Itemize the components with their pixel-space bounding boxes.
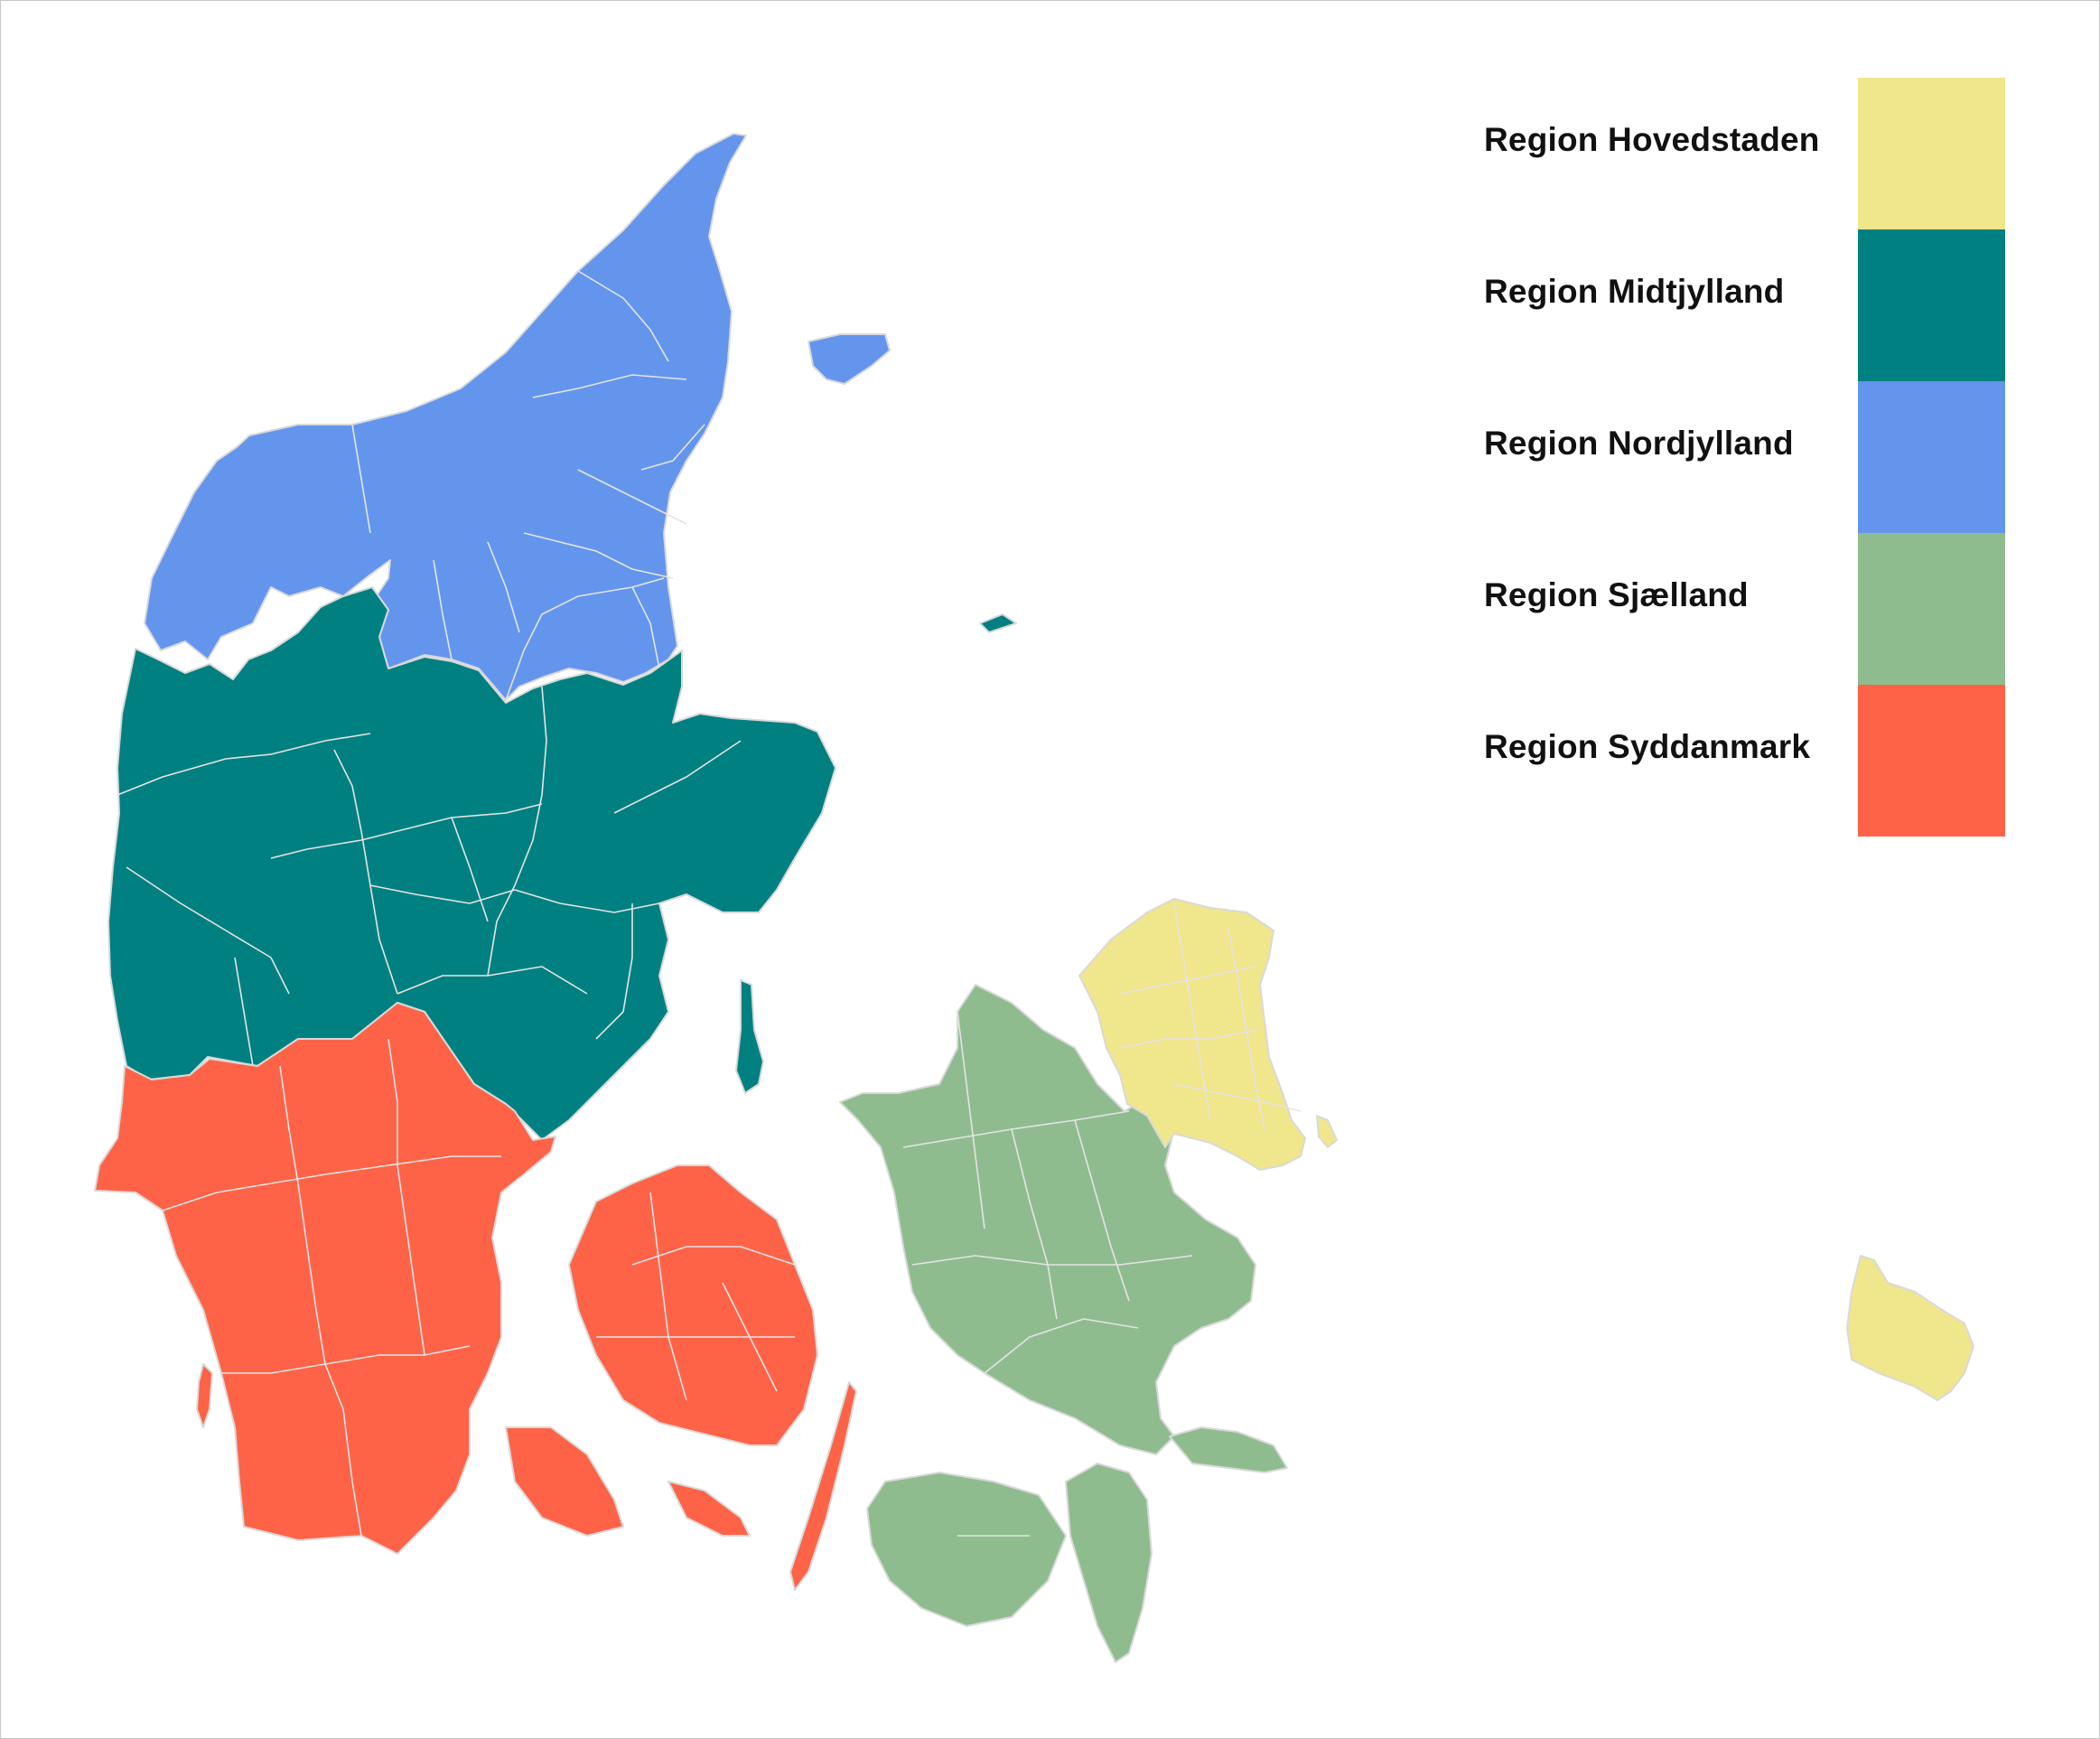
fyn-island: [568, 1164, 818, 1446]
legend-item-nordjylland: Region Nordjylland: [1481, 381, 2005, 533]
langeland-island: [789, 1381, 857, 1591]
nordjylland-municipal-borders: [351, 270, 705, 701]
midtjylland-municipal-borders: [117, 686, 742, 1067]
aero-island: [667, 1481, 751, 1537]
legend-label: Region Midtjylland: [1484, 273, 1785, 310]
region-midtjylland[interactable]: [107, 586, 1017, 1141]
legend-item-syddanmark: Region Syddanmark: [1481, 685, 2005, 837]
samso-island: [735, 979, 764, 1094]
romo-island: [196, 1363, 213, 1428]
legend-label: Region Nordjylland: [1484, 425, 1794, 462]
region-nordjylland[interactable]: [144, 133, 891, 701]
legend-swatch: [1858, 229, 2005, 381]
legend-label: Region Sjælland: [1484, 576, 1749, 613]
anholt-island: [979, 613, 1017, 633]
nordjylland-mainland: [144, 133, 747, 701]
mon-island: [1169, 1426, 1288, 1473]
region-sjaelland[interactable]: [839, 984, 1288, 1663]
region-syddanmark[interactable]: [94, 1002, 857, 1591]
legend-item-midtjylland: Region Midtjylland: [1481, 229, 2005, 381]
falster-island: [1065, 1463, 1153, 1663]
laeso-island: [807, 333, 891, 385]
legend-swatch: [1858, 78, 2005, 229]
map-legend: Region Hovedstaden Region Midtjylland Re…: [1481, 78, 2005, 838]
legend-item-hovedstaden: Region Hovedstaden: [1481, 78, 2005, 229]
legend-label: Region Hovedstaden: [1484, 121, 1820, 158]
hovedstaden-north-zealand: [1078, 898, 1306, 1171]
midtjylland-mainland: [107, 586, 836, 1141]
sjaelland-municipal-borders: [902, 1011, 1193, 1537]
region-hovedstaden[interactable]: [1078, 898, 1974, 1401]
hovedstaden-municipal-borders: [1119, 902, 1302, 1130]
amager-island: [1316, 1115, 1338, 1148]
syddanmark-municipal-borders: [162, 1038, 796, 1537]
legend-label: Region Syddanmark: [1484, 728, 1811, 765]
legend-item-sjaelland: Region Sjælland: [1481, 533, 2005, 685]
legend-swatch: [1858, 685, 2005, 837]
als-island: [505, 1426, 624, 1537]
bornholm-island: [1846, 1255, 1974, 1401]
syddanmark-jutland: [94, 1002, 556, 1555]
legend-swatch: [1858, 533, 2005, 685]
lolland-island: [866, 1472, 1067, 1627]
legend-swatch: [1858, 381, 2005, 533]
